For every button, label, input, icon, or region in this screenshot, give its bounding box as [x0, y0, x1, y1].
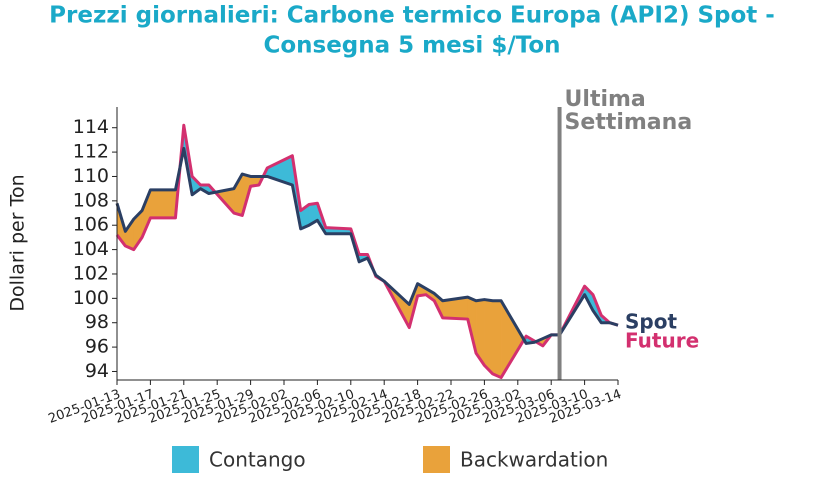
legend-swatch [172, 446, 199, 473]
y-tick-label: 114 [73, 116, 109, 138]
y-tick-label: 106 [73, 214, 109, 236]
backwardation-fill [500, 299, 525, 379]
legend-swatch [423, 446, 450, 473]
chart-title: Prezzi giornalieri: Carbone termico Euro… [49, 3, 775, 29]
chart-title: Consegna 5 mesi $/Ton [263, 33, 560, 59]
y-tick-label: 108 [73, 189, 109, 211]
y-tick-label: 104 [73, 238, 109, 260]
y-tick-label: 110 [73, 165, 109, 187]
annotation: Settimana [565, 110, 693, 135]
series-label: Spot [625, 310, 677, 334]
backwardation-fill [484, 299, 493, 375]
annotation: Ultima [565, 87, 646, 112]
legend-label: Backwardation [460, 448, 608, 472]
y-tick-label: 96 [85, 336, 109, 358]
y-tick-label: 112 [73, 141, 109, 163]
y-tick-label: 98 [85, 311, 109, 333]
backwardation-fill [150, 189, 176, 219]
y-tick-label: 94 [85, 360, 109, 382]
series-line [115, 146, 619, 345]
series-line [115, 123, 619, 380]
y-tick-label: 100 [73, 287, 109, 309]
legend-label: Contango [209, 448, 306, 472]
backwardation-fill [492, 300, 502, 378]
y-tick-label: 102 [73, 262, 109, 284]
y-axis-label: Dollari per Ton [7, 174, 29, 311]
series-label: Future [625, 329, 699, 353]
